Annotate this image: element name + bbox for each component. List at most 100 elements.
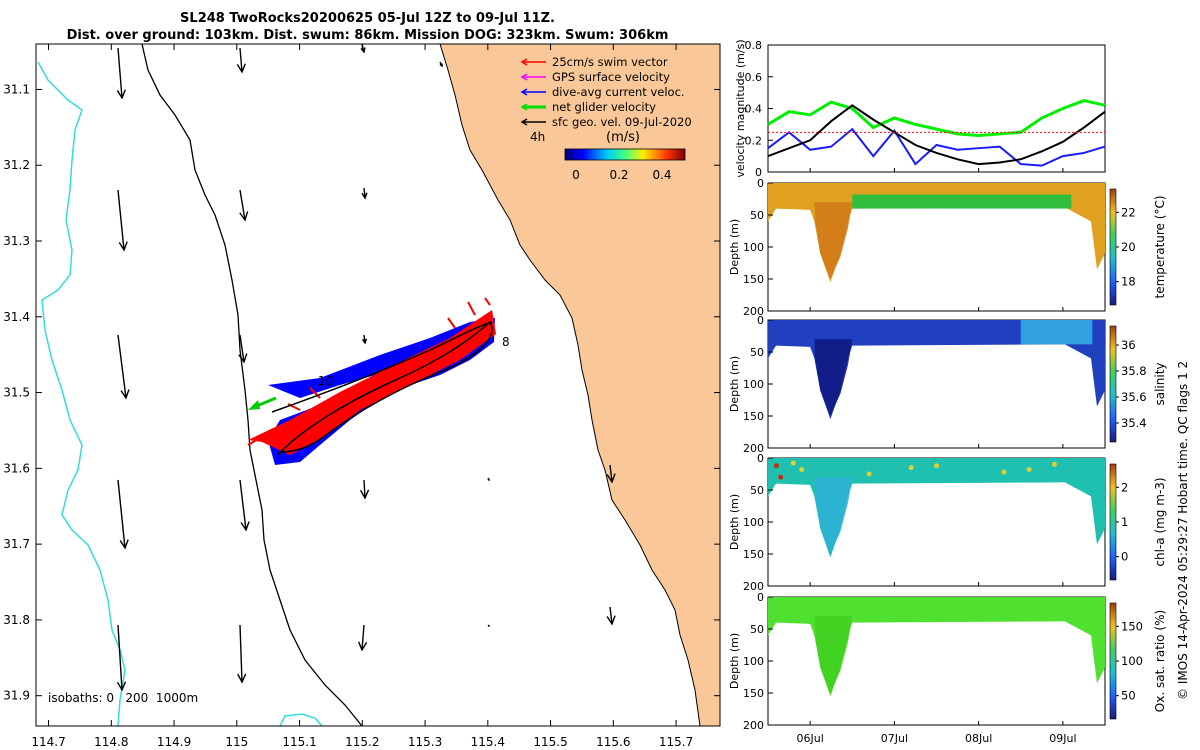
map-ytick-label: 31.6 (3, 461, 30, 475)
map-ytick-label: 31.9 (3, 689, 30, 703)
isobaths-label: isobaths: 0 200 1000m (48, 691, 198, 705)
legend-label: sfc geo. vel. 09-Jul-2020 (552, 115, 692, 129)
chl-spot (799, 467, 805, 473)
legend-swatch-head (520, 103, 528, 111)
cb-tick-label: 35.4 (1121, 416, 1147, 430)
map-ytick-label: 31.8 (3, 613, 30, 627)
section-core (814, 616, 853, 693)
map-xtick-label: 114.9 (157, 735, 191, 749)
isobath-200 (141, 44, 363, 726)
depth-tick-label: 200 (743, 442, 764, 455)
section-ylabel: Depth (m) (728, 356, 741, 412)
vel-series-line (767, 99, 1106, 137)
section-cblabel: temperature (°C) (1153, 196, 1167, 299)
geo-vel-arrowhead (487, 478, 490, 482)
map-xtick-label: 115.5 (533, 735, 567, 749)
cb-tick-label: 150 (1121, 619, 1143, 633)
geo-vel-arrowhead (116, 89, 126, 100)
depth-tick-label: 0 (757, 314, 764, 327)
vel-ytick-label: 0.4 (745, 103, 763, 116)
colorbar-title: (m/s) (606, 130, 640, 145)
depth-tick-label: 0 (757, 591, 764, 604)
geo-vel-arrow (363, 479, 366, 499)
isobath-1000 (37, 61, 126, 726)
land-coastline (439, 44, 720, 726)
cb-tick-label: 22 (1121, 205, 1136, 219)
map-ytick-label: 31.3 (3, 234, 30, 248)
cb-tick-label: 35.8 (1121, 364, 1147, 378)
depth-tick-label: 200 (743, 580, 764, 593)
section-surface-layer (852, 194, 1072, 209)
vel-ylabel: velocity magnitude (m/s) (734, 39, 747, 177)
cb-tick-label: 100 (1121, 654, 1143, 668)
section-core (814, 202, 853, 279)
legend-time-label: 4h (530, 130, 545, 144)
depth-tick-label: 0 (757, 177, 764, 190)
geo-vel-arrowhead (240, 521, 250, 532)
geo-vel-arrow (363, 187, 366, 199)
depth-tick-label: 150 (743, 410, 764, 423)
depth-tick-label: 50 (750, 623, 764, 636)
cb-tick-label: 18 (1121, 275, 1136, 289)
cb-tick-label: 1 (1121, 515, 1128, 529)
chl-spot (1051, 461, 1057, 467)
depth-tick-label: 150 (743, 273, 764, 286)
map-ytick-label: 31.2 (3, 158, 30, 172)
chl-spot (934, 463, 939, 469)
map-xtick-label: 115.4 (471, 735, 505, 749)
map-ytick-label: 31.4 (3, 310, 30, 324)
geostrophic-velocity-arrows (116, 44, 616, 692)
legend-swatch-head (520, 118, 528, 126)
vel-ytick-label: 0.8 (745, 39, 763, 52)
geo-vel-arrow (239, 189, 246, 221)
map-xtick-label: 115.1 (282, 735, 316, 749)
section-colorbar (1109, 325, 1117, 443)
depth-tick-label: 200 (743, 719, 764, 732)
map-xtick-label: 115.7 (659, 735, 693, 749)
map-xtick-label: 114.8 (94, 735, 128, 749)
time-tick-label: 06Jul (796, 732, 823, 745)
vel-ytick-label: 0 (755, 166, 762, 179)
glider-track (247, 297, 496, 465)
map-axes-frame (35, 43, 721, 727)
cb-tick-label: 0 (1121, 550, 1128, 564)
chl-spot (866, 471, 872, 477)
geo-vel-arrowhead (238, 353, 248, 364)
section-cblabel: chl-a (mg m-3) (1153, 477, 1167, 566)
geo-vel-arrow (609, 606, 613, 625)
map-xtick-label: 114.7 (31, 735, 65, 749)
chl-spot (790, 460, 796, 466)
section-core (814, 339, 853, 416)
vel-ytick-label: 0.6 (745, 71, 763, 84)
map-axis-ticks: 114.7 114.8 114.9 115 115.1 115.2 115.3 115.4 11… (3, 44, 720, 749)
depth-tick-label: 50 (750, 484, 764, 497)
colorbar-tick-2: 0.4 (652, 168, 671, 182)
vel-series-line (767, 104, 1106, 166)
section-panel: 0 50 100 150 200 Depth (m) 18 20 22 temperature (… (728, 177, 1167, 318)
depth-tick-label: 100 (743, 655, 764, 668)
section-cblabel: Ox. sat. ratio (%) (1153, 610, 1167, 712)
legend-swatch-head (520, 58, 528, 66)
legend-swatch-head (520, 73, 528, 81)
section-ylabel: Depth (m) (728, 494, 741, 550)
cb-tick-label: 35.6 (1121, 390, 1147, 404)
vel-series-line (767, 127, 1106, 167)
geo-vel-arrowhead (236, 63, 246, 74)
geo-vel-arrowhead (359, 489, 370, 500)
speed-colorbar (564, 148, 686, 161)
geo-vel-arrowhead (439, 63, 443, 68)
depth-tick-label: 0 (757, 452, 764, 465)
cb-tick-label: 2 (1121, 480, 1128, 494)
section-surface-layer (1020, 320, 1093, 345)
map-ytick-label: 31.1 (3, 82, 30, 96)
chart-title-line-1: SL248 TwoRocks20200625 05-Jul 12Z to 09-… (180, 11, 555, 26)
legend-label: GPS surface velocity (552, 70, 670, 84)
geo-vel-arrowhead (237, 673, 247, 684)
map-xtick-label: 115.6 (596, 735, 630, 749)
geo-vel-arrowhead (606, 615, 616, 626)
geo-vel-arrow (117, 479, 126, 549)
geo-vel-arrowhead (488, 625, 491, 628)
section-colorbar (1109, 463, 1117, 581)
geo-vel-arrowhead (358, 641, 368, 652)
